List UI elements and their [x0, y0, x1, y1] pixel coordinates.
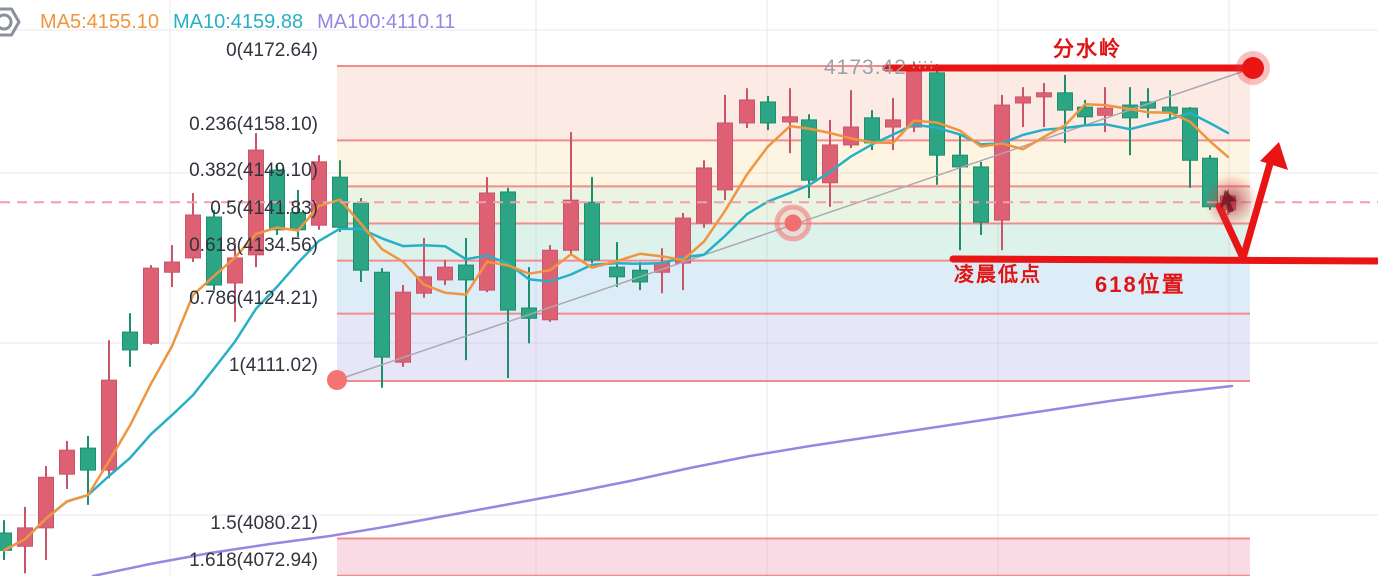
candle[interactable] — [994, 104, 1010, 221]
candle[interactable] — [885, 119, 901, 128]
fib-level-label: 0.236(4158.10) — [189, 114, 318, 136]
candle[interactable] — [80, 447, 96, 471]
cursor-icon — [1220, 190, 1237, 213]
fib-band — [337, 140, 1250, 187]
candle[interactable] — [458, 264, 474, 281]
candle[interactable] — [101, 379, 117, 471]
drawing-annotations[interactable] — [327, 51, 1378, 390]
candle[interactable] — [500, 191, 516, 311]
indicator-legend: MA5:4155.10 MA10:4159.88 MA100:4110.11 — [0, 4, 455, 40]
fib-band — [337, 313, 1250, 382]
candle[interactable] — [143, 267, 159, 344]
candle[interactable] — [185, 214, 201, 259]
candle[interactable] — [929, 72, 945, 156]
v-arrow-head — [1260, 142, 1288, 170]
end-dot[interactable] — [1242, 57, 1264, 79]
candle[interactable] — [1015, 96, 1031, 104]
candle[interactable] — [822, 144, 838, 184]
candle[interactable] — [206, 216, 222, 286]
fib-level-label: 1(4111.02) — [228, 355, 318, 377]
candle[interactable] — [395, 291, 411, 363]
fib-level-label: 1.618(4072.94) — [189, 549, 318, 571]
fib-band — [337, 66, 1250, 141]
high-price-label: 4173.42 ∷∷ — [824, 56, 936, 79]
pos618-label[interactable]: 618位置 — [1095, 272, 1186, 297]
candle[interactable] — [864, 117, 880, 144]
candle[interactable] — [1057, 92, 1073, 111]
candle[interactable] — [952, 154, 968, 168]
fib-level-label: 0(4172.64) — [226, 40, 318, 61]
candle[interactable] — [739, 99, 755, 124]
candle[interactable] — [479, 192, 495, 291]
candle[interactable] — [973, 166, 989, 223]
legend-ma10: MA10:4159.88 — [172, 10, 304, 33]
fib-level-label: 1.5(4080.21) — [210, 512, 318, 534]
fib-level-label: 0.5(4141.83) — [210, 197, 318, 219]
candle[interactable] — [353, 202, 369, 271]
candle[interactable] — [374, 271, 390, 358]
candle[interactable] — [696, 167, 712, 224]
candle[interactable] — [122, 331, 138, 351]
candle[interactable] — [1097, 107, 1113, 116]
ring-marker-core — [784, 214, 802, 232]
high-price-dots: ∷∷ — [911, 57, 936, 74]
fib-level-label: 0.618(4134.56) — [189, 234, 318, 256]
candle[interactable] — [269, 169, 285, 231]
ma100-line — [91, 384, 1234, 576]
candle[interactable] — [609, 266, 625, 278]
candle[interactable] — [38, 476, 54, 529]
candle[interactable] — [521, 307, 537, 319]
candle[interactable] — [164, 261, 180, 273]
candle[interactable] — [1140, 101, 1156, 109]
candle[interactable] — [717, 122, 733, 191]
dawn-low-line[interactable] — [949, 255, 1378, 265]
candle[interactable] — [1036, 92, 1052, 98]
legend-ma5: MA5:4155.10 — [40, 10, 159, 33]
fib-band — [337, 538, 1250, 576]
candle[interactable] — [59, 449, 75, 475]
candle[interactable] — [563, 199, 579, 251]
fib-level-label: 0.382(4149.10) — [189, 160, 318, 182]
fib-bands — [337, 66, 1250, 576]
dawn-low-label[interactable]: 凌晨低点 — [954, 264, 1042, 286]
candle[interactable] — [437, 266, 453, 281]
ma5-line — [2, 103, 1230, 552]
candle[interactable] — [17, 527, 33, 547]
fib-level-label: 0.786(4124.21) — [189, 287, 318, 309]
candle[interactable] — [675, 217, 691, 264]
legend-ma100: MA100:4110.11 — [317, 10, 456, 33]
ma10-line — [2, 111, 1230, 552]
candle[interactable] — [760, 101, 776, 124]
settings-gear-icon[interactable] — [0, 4, 26, 40]
watershed-label[interactable]: 分水岭 — [1053, 37, 1122, 61]
start-dot[interactable] — [327, 370, 347, 390]
candle[interactable] — [782, 116, 798, 123]
candle[interactable] — [801, 119, 817, 181]
candle[interactable] — [584, 201, 600, 261]
